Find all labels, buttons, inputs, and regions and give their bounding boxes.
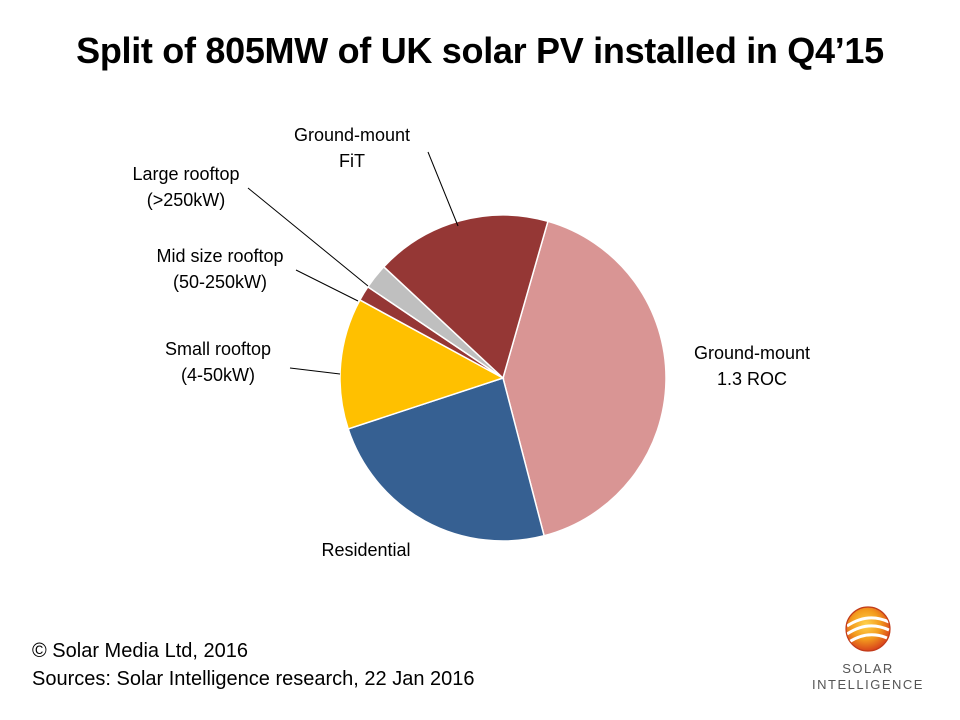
slice-label-4: Large rooftop (>250kW) [132, 164, 239, 210]
slice-label-3: Mid size rooftop (50-250kW) [156, 246, 283, 292]
pie-slice-1 [347, 377, 546, 542]
slice-label-line: Large rooftop [132, 164, 239, 184]
leader-line-2 [289, 367, 341, 375]
slice-label-0: Ground-mount 1.3 ROC [694, 343, 810, 389]
chart-title: Split of 805MW of UK solar PV installed … [76, 30, 884, 71]
leader-line-4 [247, 187, 369, 287]
sources-text: Sources: Solar Intelligence research, 22… [32, 668, 475, 690]
slice-label-line: (50-250kW) [173, 272, 267, 292]
pie-slices [339, 214, 667, 542]
slice-label-line: Mid size rooftop [156, 246, 283, 266]
slice-label-line: Small rooftop [165, 339, 271, 359]
pie-slice-0 [502, 220, 667, 537]
logo-text-intelligence: INTELLIGENCE [812, 677, 924, 692]
pie-slice-5 [382, 214, 549, 380]
slice-label-1: Residential [321, 540, 410, 560]
pie-slice-2 [339, 298, 505, 430]
leader-lines [247, 151, 459, 375]
slice-label-5: Ground-mount FiT [294, 125, 410, 171]
copyright-text: © Solar Media Ltd, 2016 [32, 640, 248, 662]
slice-label-line: Ground-mount [694, 343, 810, 363]
slice-label-line: (>250kW) [147, 190, 226, 210]
slice-label-line: Ground-mount [294, 125, 410, 145]
leader-line-3 [295, 269, 359, 302]
leader-line-5 [427, 151, 459, 227]
solar-intelligence-logo: SOLAR INTELLIGENCE [808, 602, 928, 693]
slice-label-line: (4-50kW) [181, 365, 255, 385]
slice-label-line: Residential [321, 540, 410, 560]
sun-spiral-icon [845, 606, 891, 652]
logo-text-solar: SOLAR [842, 661, 894, 676]
slice-label-line: 1.3 ROC [717, 369, 787, 389]
slice-label-2: Small rooftop (4-50kW) [165, 339, 271, 385]
slice-labels: Ground-mount 1.3 ROC Residential Small roof… [132, 125, 810, 560]
slice-label-line: FiT [339, 151, 365, 171]
